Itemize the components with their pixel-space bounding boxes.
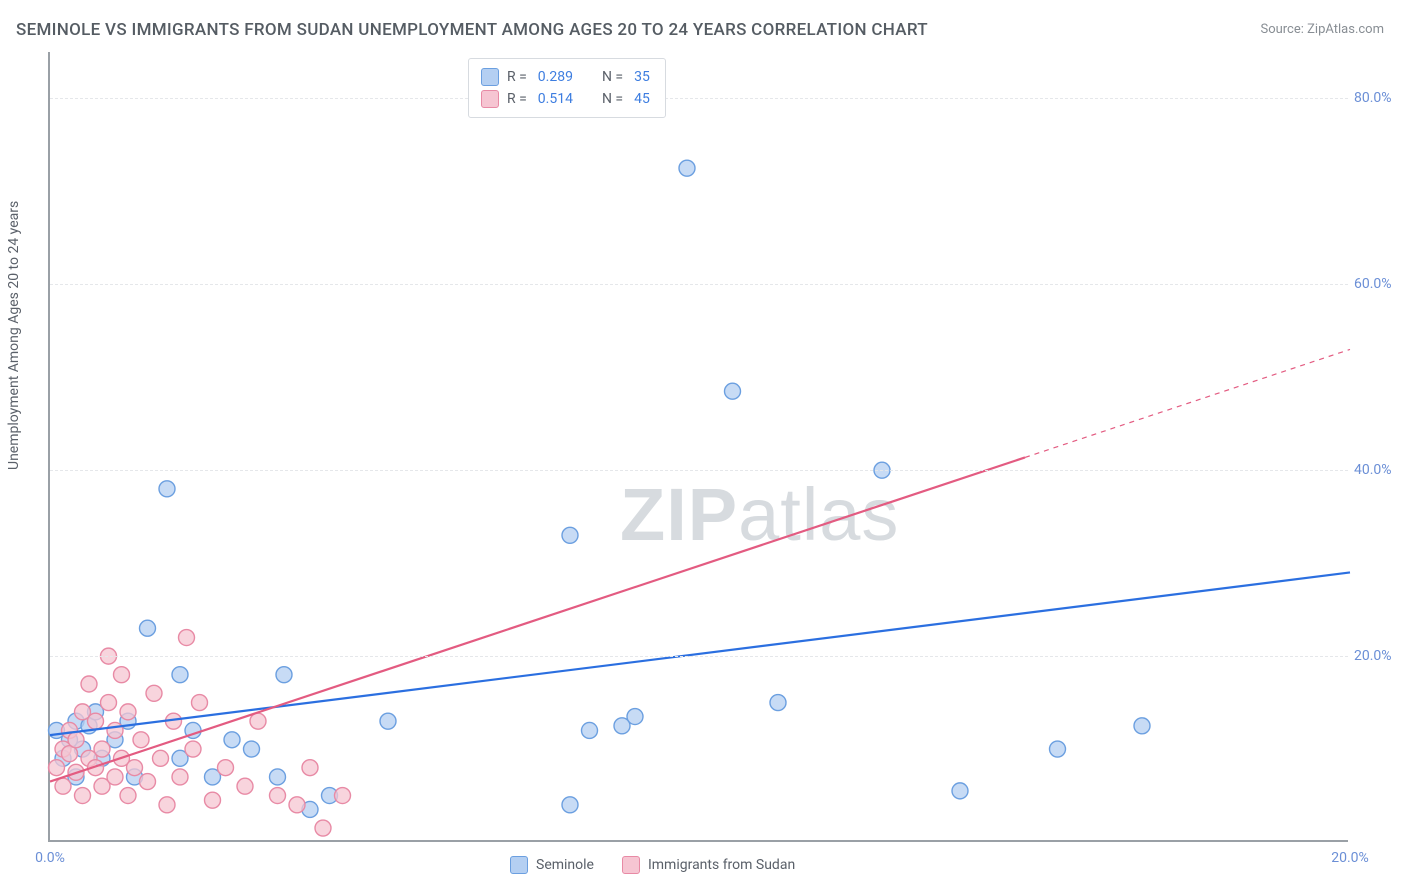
plot-area: ZIPatlas 20.0%40.0%60.0%80.0%0.0%20.0% [48,52,1348,842]
y-tick-label: 60.0% [1354,276,1404,292]
data-point-seminole [562,527,578,543]
data-point-sudan [68,732,84,748]
series-swatch-sudan [622,856,640,874]
data-point-sudan [237,778,253,794]
data-point-seminole [244,741,260,757]
regression-line-seminole [50,572,1350,735]
data-point-sudan [192,695,208,711]
data-point-sudan [335,788,351,804]
data-point-sudan [218,760,234,776]
data-point-sudan [153,750,169,766]
y-axis-label: Unemployment Among Ages 20 to 24 years [6,201,22,470]
source-attribution: Source: ZipAtlas.com [1260,22,1384,37]
data-point-sudan [172,769,188,785]
data-point-seminole [725,383,741,399]
data-point-seminole [1134,718,1150,734]
gridline-h [50,98,1348,99]
data-point-sudan [81,676,97,692]
data-point-sudan [88,713,104,729]
legend-r-label: R = [507,91,527,107]
data-point-sudan [270,788,286,804]
data-point-seminole [270,769,286,785]
data-point-sudan [133,732,149,748]
legend-swatch-seminole [481,68,499,86]
data-point-sudan [127,760,143,776]
x-tick-label: 0.0% [35,850,65,866]
series-legend-item-sudan: Immigrants from Sudan [622,856,795,874]
legend-r-value: 0.514 [538,91,573,107]
data-point-sudan [205,792,221,808]
y-tick-label: 20.0% [1354,648,1404,664]
chart-title: SEMINOLE VS IMMIGRANTS FROM SUDAN UNEMPL… [16,20,928,40]
legend-n-label: N = [602,69,623,85]
legend-r-value: 0.289 [538,69,573,85]
data-point-sudan [49,760,65,776]
regression-line-sudan [50,457,1025,781]
legend-row-seminole: R = 0.289 N = 35 [481,66,653,88]
y-tick-label: 40.0% [1354,462,1404,478]
legend-r-label: R = [507,69,527,85]
data-point-sudan [120,788,136,804]
data-point-seminole [140,620,156,636]
data-point-sudan [250,713,266,729]
data-point-sudan [107,769,123,785]
data-point-sudan [140,774,156,790]
x-tick-label: 20.0% [1331,850,1369,866]
regression-line-dashed-sudan [1025,349,1350,457]
gridline-h [50,470,1348,471]
data-point-sudan [289,797,305,813]
data-point-seminole [172,667,188,683]
data-point-sudan [101,695,117,711]
series-swatch-seminole [510,856,528,874]
data-point-sudan [146,685,162,701]
series-legend: Seminole Immigrants from Sudan [510,856,795,874]
data-point-seminole [562,797,578,813]
data-point-seminole [952,783,968,799]
legend-n-value: 45 [634,91,650,107]
data-point-sudan [55,778,71,794]
series-label: Seminole [536,857,594,873]
series-label: Immigrants from Sudan [648,857,795,873]
data-point-sudan [159,797,175,813]
data-point-sudan [302,760,318,776]
legend-n-label: N = [602,91,623,107]
data-point-sudan [185,741,201,757]
gridline-h [50,284,1348,285]
data-point-seminole [679,160,695,176]
data-point-seminole [159,481,175,497]
data-point-sudan [179,630,195,646]
gridline-h [50,656,1348,657]
data-point-sudan [120,704,136,720]
data-point-seminole [380,713,396,729]
data-point-sudan [94,741,110,757]
series-legend-item-seminole: Seminole [510,856,594,874]
data-point-sudan [107,722,123,738]
legend-row-sudan: R = 0.514 N = 45 [481,88,653,110]
y-tick-label: 80.0% [1354,90,1404,106]
data-point-seminole [1050,741,1066,757]
data-point-sudan [114,667,130,683]
legend-swatch-sudan [481,90,499,108]
data-point-seminole [770,695,786,711]
legend-n-value: 35 [634,69,650,85]
data-point-seminole [627,709,643,725]
data-point-seminole [224,732,240,748]
data-point-sudan [75,788,91,804]
data-point-seminole [582,722,598,738]
correlation-legend: R = 0.289 N = 35 R = 0.514 N = 45 [468,58,666,118]
data-point-sudan [315,820,331,836]
chart-svg [50,52,1348,840]
data-point-seminole [276,667,292,683]
